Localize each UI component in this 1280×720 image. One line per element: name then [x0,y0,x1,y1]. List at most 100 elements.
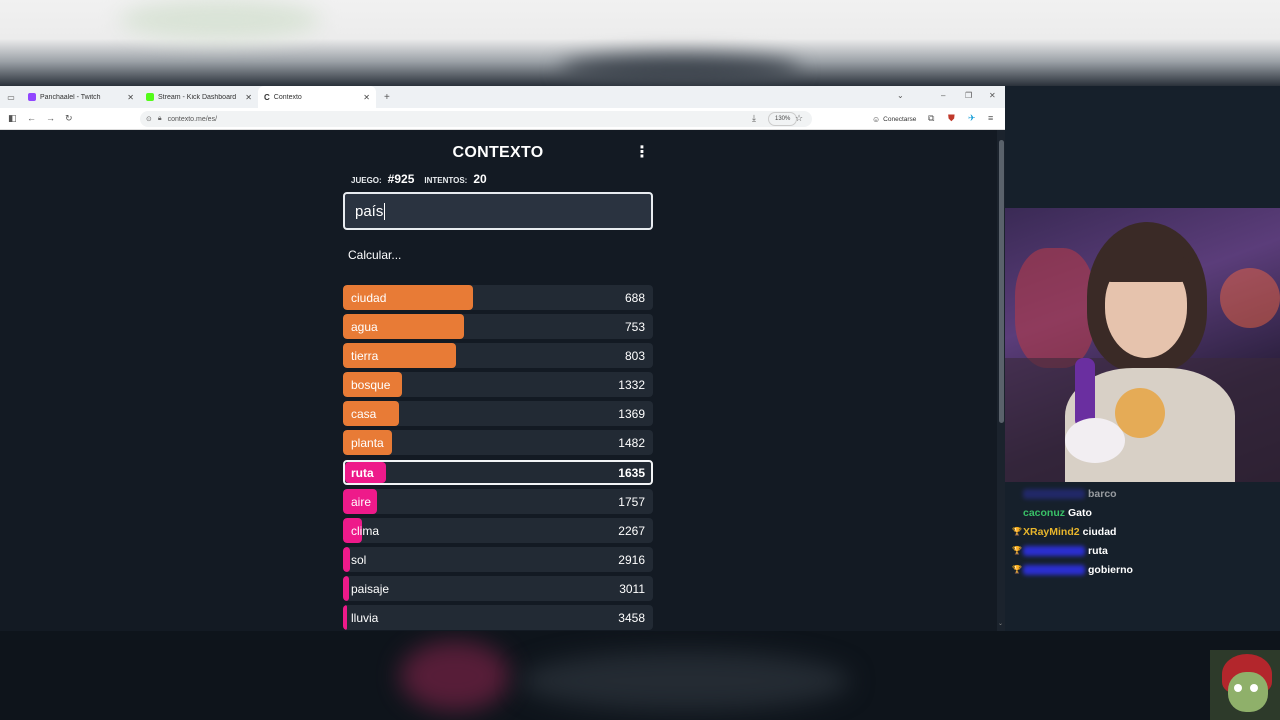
proximity-bar [343,314,464,340]
new-tab-button[interactable]: + [384,91,390,103]
game-number: #925 [387,172,415,186]
chat-message: 🏆 ruta [1012,541,1272,560]
guess-row: bosque 1332 [343,372,653,398]
url-text: contexto.me/es/ [167,115,218,123]
text-caret [384,203,385,220]
guess-distance: 3011 [619,581,645,596]
guess-list: ciudad 688 agua 753 tierra 803 bosque 1332 casa 1… [343,285,653,631]
microphone [1075,358,1095,428]
connect-button[interactable]: ☺ Conectarse [872,112,916,126]
chat-text: ruta [1088,544,1108,557]
chevron-down-icon[interactable]: ⌄ [897,91,904,100]
address-bar: ◧ ← → ↻ ⊙ 🔒︎ contexto.me/es/ ⤓ 130% ☆ ☺ … [0,108,1005,130]
guess-row: casa 1369 [343,401,653,427]
guess-row: agua 753 [343,314,653,340]
tab-list-icon[interactable]: ▭ [7,92,15,102]
guess-distance: 753 [624,320,645,335]
chat-username[interactable] [1023,564,1085,575]
chat-username[interactable] [1023,488,1085,499]
proximity-bar [343,430,392,456]
scroll-down-icon[interactable]: ⌄ [998,621,1004,627]
guess-input[interactable] [343,192,653,230]
guess-word: sol [351,552,367,567]
guess-distance: 1369 [618,407,645,422]
download-icon[interactable]: ⤓ [752,113,756,123]
page-viewport: CONTEXTO ⋮ JUEGO: #925 INTENTOS: 20 Calc… [0,130,1005,631]
trophy-badge-icon: 🏆 [1012,526,1022,536]
guess-word: aire [351,494,372,509]
browser-window: ▭ Panchaalel - Twitch ✕ Stream - Kick Da… [0,86,1005,631]
chat-username[interactable] [1023,545,1085,556]
guess-row: aire 1757 [343,488,653,514]
guess-distance: 2267 [618,523,645,538]
proximity-bar [343,343,457,369]
zoom-indicator[interactable]: 130% [768,112,798,126]
chat-text: ciudad [1082,525,1117,538]
guess-row: clima 2267 [343,517,653,543]
proximity-bar [343,605,348,631]
proximity-bar [343,401,400,427]
user-icon: ☺ [872,114,881,124]
guess-distance: 803 [624,349,645,364]
guess-row: sol 2916 [343,546,653,572]
translate-icon[interactable]: ✈ [968,113,976,123]
guess-distance: 1757 [618,494,645,509]
tab-kick[interactable]: Stream - Kick Dashboard ✕ [140,86,258,108]
minimize-button[interactable]: – [941,91,946,100]
proximity-bar [343,546,350,572]
guess-word: casa [351,407,377,422]
guess-distance: 1482 [618,436,645,451]
chat-message: 🏆 gobierno [1012,560,1272,579]
close-icon[interactable]: ✕ [363,92,370,102]
proximity-bar [343,517,362,543]
site-info-icon[interactable]: ⊙ [146,116,152,123]
url-field[interactable]: ⊙ 🔒︎ contexto.me/es/ [140,111,812,127]
blurred-backdrop-top [0,0,1280,86]
bangs [1103,252,1189,282]
back-button[interactable]: ← [27,113,36,123]
twitch-icon [28,93,36,101]
chat-username[interactable]: caconuz [1023,506,1066,519]
background-plush [1015,248,1095,368]
trophy-badge-icon [1012,490,1020,498]
tab-title: Stream - Kick Dashboard [158,93,237,101]
star-icon[interactable]: ☆ [795,113,804,123]
attempts-label: INTENTOS: [424,176,468,185]
trophy-badge-icon: 🏆 [1012,545,1022,555]
tab-contexto[interactable]: C Contexto ✕ [258,86,376,108]
tab-bar: ▭ Panchaalel - Twitch ✕ Stream - Kick Da… [0,86,1005,108]
menu-icon[interactable]: ≡ [988,113,994,123]
chat-text: barco [1088,487,1117,500]
guess-distance: 1635 [618,465,645,480]
proximity-bar [343,488,378,514]
guess-row: ruta 1635 [343,459,653,485]
reload-button[interactable]: ↻ [65,113,73,123]
guess-row: planta 1482 [343,430,653,456]
forward-button[interactable]: → [46,113,55,123]
close-window-button[interactable]: ✕ [989,91,996,100]
scrollbar-thumb[interactable] [999,140,1004,423]
proximity-bar [343,285,474,310]
restore-button[interactable]: ❐ [965,91,973,100]
chat-username[interactable]: XRayMind2 [1023,525,1080,538]
proximity-bar [343,575,349,601]
tab-twitch[interactable]: Panchaalel - Twitch ✕ [22,86,140,108]
scrollbar[interactable]: ⌄ [997,130,1005,631]
proximity-bar [345,461,387,483]
attempts-count: 20 [473,172,487,186]
game-label: JUEGO: [351,176,382,185]
more-options-icon[interactable]: ⋮ [634,144,650,161]
close-icon[interactable]: ✕ [245,92,252,102]
guess-row: ciudad 688 [343,285,653,310]
sidebar-icon[interactable]: ◧ [8,113,17,123]
background-lamp [1220,268,1280,328]
tab-title: Panchaalel - Twitch [40,93,101,101]
game-info: JUEGO: #925 INTENTOS: 20 [351,172,487,186]
extensions-icon[interactable]: ⧉ [928,113,935,123]
guess-word: bosque [351,378,391,393]
chat-text: gobierno [1088,563,1133,576]
extension-shield-icon[interactable]: ⛊ [948,113,955,123]
chat-message: caconuz Gato [1012,503,1272,522]
close-icon[interactable]: ✕ [127,92,134,102]
chat-text: Gato [1068,506,1092,519]
